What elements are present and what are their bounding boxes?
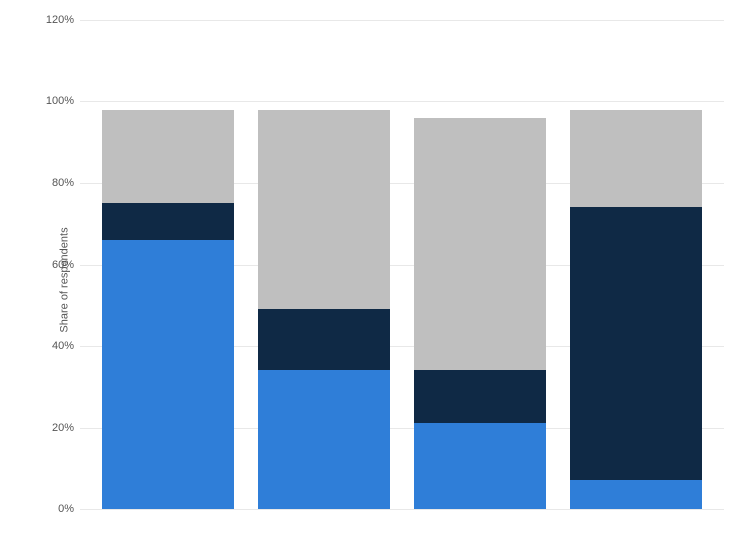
bar-group [258,20,389,509]
bar-group [414,20,545,509]
bar-segment [570,207,701,480]
bar-group [102,20,233,509]
bar-segment [102,240,233,509]
bar-segment [570,110,701,208]
bar-segment [414,370,545,423]
bar-group [570,20,701,509]
bar-segment [258,370,389,509]
plot-area: 0%20%40%60%80%100%120% [80,20,724,510]
bar-segment [102,110,233,204]
y-tick-label: 0% [38,503,74,515]
y-tick-label: 40% [38,340,74,352]
bar-segment [414,423,545,509]
gridline [80,509,724,510]
bar-segment [102,203,233,240]
bar-segment [414,118,545,371]
stacked-bar-chart: Share of respondents 0%20%40%60%80%100%1… [0,0,754,560]
y-axis-label: Share of respondents [59,227,71,332]
y-tick-label: 80% [38,177,74,189]
y-tick-label: 100% [38,95,74,107]
y-tick-label: 20% [38,422,74,434]
bar-segment [258,309,389,370]
bar-segment [570,480,701,509]
bars-container [80,20,724,509]
bar-segment [258,110,389,310]
y-tick-label: 120% [38,14,74,26]
y-tick-label: 60% [38,259,74,271]
